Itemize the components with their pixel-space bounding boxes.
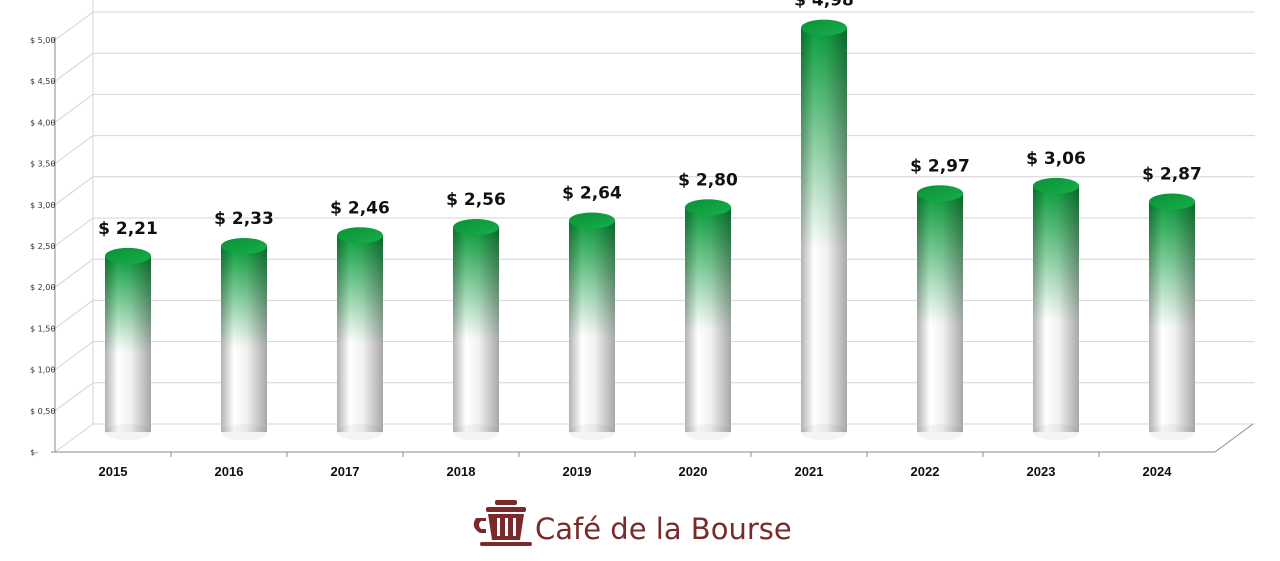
bar: [221, 238, 267, 440]
y-tick-label: $ 2,50: [30, 242, 55, 251]
data-label: $ 2,97: [910, 156, 970, 176]
data-label: $ 2,64: [562, 183, 622, 203]
data-label: $ 4,98: [794, 0, 854, 11]
bar-shading: [801, 27, 847, 432]
floor-edge: [1214, 423, 1254, 453]
x-tick-label: 2022: [911, 464, 940, 479]
gridline-depth: [54, 217, 94, 247]
bar-shading: [105, 255, 151, 432]
y-tick-label: $ 0,50: [30, 407, 55, 416]
y-tick-label: $ 2,00: [30, 283, 55, 292]
x-tick-label: 2021: [795, 464, 824, 479]
data-label: $ 3,06: [1026, 149, 1086, 169]
x-tick-label: 2015: [99, 464, 128, 479]
bar-shading: [221, 246, 267, 432]
bars: [105, 19, 1195, 440]
bar-top: [337, 227, 383, 244]
data-labels: $ 2,21 $ 2,33 $ 2,46 $ 2,56 $ 2,64 $ 2,80 $ 4,…: [98, 0, 1202, 239]
x-tick-label: 2016: [215, 464, 244, 479]
brand-name: Café de la Bourse: [535, 512, 792, 546]
gridline-depth: [54, 341, 94, 371]
bar: [917, 185, 963, 440]
data-label: $ 2,46: [330, 198, 390, 218]
bar-shading: [917, 193, 963, 432]
y-tick-label: $ 1,00: [30, 366, 55, 375]
gridline-depth: [54, 382, 94, 412]
bar-shading: [1149, 201, 1195, 432]
x-tick-label: 2024: [1143, 464, 1173, 479]
gridline-depth: [54, 135, 94, 165]
bar: [685, 199, 731, 440]
bar-shading: [1033, 185, 1079, 432]
y-tick-label: $ 4,50: [30, 77, 55, 86]
x-tick-label: 2019: [563, 464, 592, 479]
bar: [1033, 177, 1079, 440]
bar: [801, 19, 847, 440]
y-tick-label: $ 3,50: [30, 160, 55, 169]
gridline-depth: [54, 423, 94, 453]
bar-top: [105, 247, 151, 264]
x-tick-label: 2017: [331, 464, 360, 479]
bar: [1149, 193, 1195, 440]
data-label: $ 2,33: [214, 209, 274, 229]
gridline-depth: [54, 11, 94, 41]
bar: [569, 212, 615, 440]
gridlines: [54, 0, 1255, 453]
bar-top: [569, 212, 615, 229]
x-tick-label: 2023: [1027, 464, 1056, 479]
bar: [453, 219, 499, 440]
brand-logo: Café de la Bourse: [473, 500, 792, 546]
gridline-depth: [54, 176, 94, 206]
bar: [337, 227, 383, 440]
gridline-depth: [54, 52, 94, 82]
y-tick-label: $ 3,00: [30, 201, 55, 210]
x-tick-label: 2018: [447, 464, 476, 479]
y-tick-label: $ 5,00: [30, 36, 55, 45]
bar-shading: [569, 220, 615, 432]
bar-top: [453, 219, 499, 236]
x-axis-tick-labels: 2015 2016 2017 2018 2019 2020 2021 2022 2023 2024: [99, 464, 1173, 479]
y-tick-label: $ 1,50: [30, 324, 55, 333]
gridline-depth: [54, 299, 94, 329]
bar: [105, 247, 151, 440]
y-axis-tick-labels: $- $ 0,50 $ 1,00 $ 1,50 $ 2,00 $ 2,50 $ 3,00 $ …: [30, 36, 55, 457]
bar-top: [801, 19, 847, 36]
bar-top: [917, 185, 963, 202]
data-label: $ 2,21: [98, 219, 158, 239]
bar-top: [1033, 177, 1079, 194]
y-tick-label: $-: [30, 448, 38, 457]
data-label: $ 2,87: [1142, 165, 1202, 185]
gridline-depth: [54, 258, 94, 288]
bar-shading: [337, 235, 383, 432]
coffee-cup-icon: [473, 500, 532, 546]
y-tick-label: $ 4,00: [30, 118, 55, 127]
bar-shading: [685, 207, 731, 432]
data-label: $ 2,80: [678, 170, 738, 190]
x-tick-label: 2020: [679, 464, 708, 479]
bar-shading: [453, 227, 499, 432]
bar-top: [1149, 193, 1195, 210]
axes: [51, 37, 1254, 457]
data-label: $ 2,56: [446, 190, 506, 210]
gridline-depth: [54, 93, 94, 123]
bar-top: [685, 199, 731, 216]
bar-top: [221, 238, 267, 255]
